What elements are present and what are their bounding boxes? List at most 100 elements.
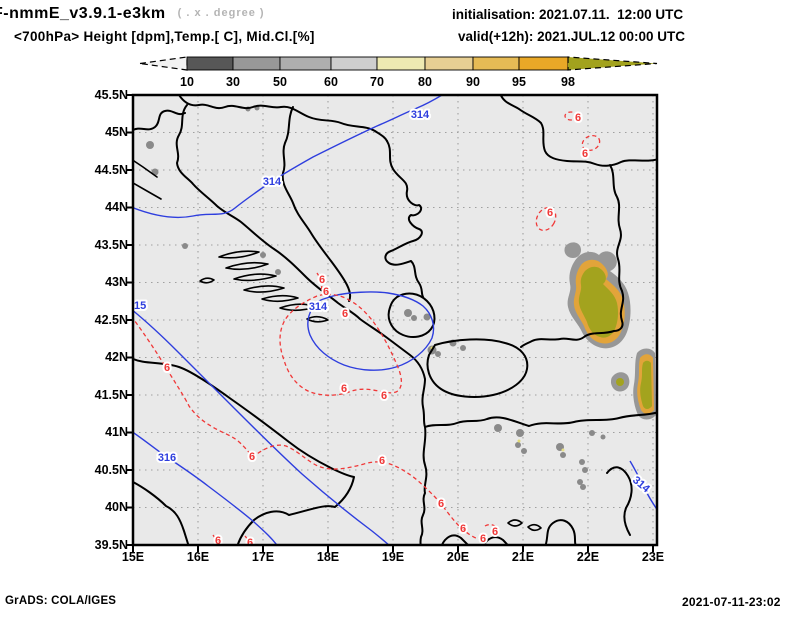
lat-tick-label: 43N (105, 275, 128, 289)
model-title-text: F-nmmE_v3.9.1-e3km (0, 5, 166, 22)
border-serbia-west (384, 140, 424, 298)
border-croatia-north (178, 95, 388, 142)
border-serbia-bulgaria (520, 164, 625, 348)
height-label: 314 (263, 176, 282, 188)
dalmatian-islands (199, 250, 329, 323)
temp-contour-labels: 6 6 6 6 6 6 6 6 6 6 6 6 6 6 6 6 6 (162, 110, 590, 547)
height-contour-314-loop (307, 291, 435, 371)
map-frame (126, 93, 659, 552)
height-contour-314-east (629, 460, 657, 511)
cloud-blob-outer (564, 242, 582, 258)
temp-contour-6-bottom-cut (212, 534, 254, 545)
coast-adriatic-east (175, 104, 428, 545)
lat-tick-label: 44N (105, 200, 128, 214)
height-label: 316 (158, 452, 176, 464)
colorbar-seg-80-90 (424, 56, 474, 71)
temp-label: 6 (379, 455, 385, 467)
temp-contour-6-small-loop (535, 206, 557, 232)
cloud-cover-colorbar: 10 30 50 60 70 80 90 95 98 (139, 56, 658, 89)
lat-tick-label: 42N (105, 350, 128, 364)
cloud-blob-core (578, 266, 619, 338)
lat-tick-label: 40N (105, 500, 128, 514)
height-label: 314 (411, 109, 430, 121)
creation-timestamp: 2021-07-11-23:02 (682, 595, 781, 609)
coast-zadar-strokes (133, 159, 162, 200)
height-contour-315 (133, 309, 390, 545)
cloud-blob-core (616, 378, 624, 386)
border-bosnia-inner (281, 106, 352, 302)
temp-label: 6 (492, 526, 498, 538)
lon-ticks (132, 545, 654, 552)
grid-note: ( . x . degree ) (177, 7, 265, 19)
height-contour-316 (133, 431, 278, 545)
temp-label: 6 (249, 451, 255, 463)
lat-tick-label: 45N (105, 125, 128, 139)
coastlines-and-borders (133, 95, 657, 545)
lat-tick-label: 45.5N (94, 88, 128, 102)
temp-label: 6 (342, 308, 348, 320)
temp-label: 6 (323, 286, 329, 298)
lon-tick-label: 20E (446, 550, 470, 564)
colorbar-tick: 10 (180, 75, 194, 89)
lon-tick-label: 16E (186, 550, 210, 564)
temp-label: 6 (381, 390, 387, 402)
lon-tick-label: 18E (316, 550, 340, 564)
grads-credit: GrADS: COLA/IGES (5, 595, 117, 607)
height-contour-314-north (133, 95, 444, 219)
temp-label: 6 (215, 535, 221, 547)
colorbar-tick: 60 (324, 75, 338, 89)
height-contours (133, 95, 657, 545)
coast-italy-adriatic-heel (133, 357, 355, 545)
lon-tick-label: 19E (381, 550, 405, 564)
temp-contour-6-coast-stub (316, 272, 323, 292)
height-contour-labels: 314 314 314 15 316 314 (133, 107, 654, 498)
temp-label: 6 (582, 148, 588, 160)
lon-tick-label: 22E (576, 550, 600, 564)
map-background (133, 95, 657, 545)
height-label: 314 (309, 301, 328, 313)
map-panel: 314 314 314 15 316 314 6 6 6 6 6 6 6 6 6… (126, 93, 659, 552)
lat-tick-label: 41N (105, 425, 128, 439)
temp-label: 6 (319, 274, 325, 286)
lat-tick-label: 43.5N (94, 238, 128, 252)
border-macedonia (426, 338, 529, 398)
colorbar-tick: 95 (512, 75, 526, 89)
temp-label: 6 (438, 498, 444, 510)
lon-tick-label: 23E (641, 550, 665, 564)
field-title: <700hPa> Height [dpm],Temp.[ C], Mid.Cl.… (14, 29, 315, 44)
colorbar-seg-30-50 (232, 56, 281, 71)
colorbar-tick: 50 (273, 75, 287, 89)
border-greece-turkey (606, 466, 633, 536)
lat-tick-label: 42.5N (94, 313, 128, 327)
temp-label: 6 (460, 523, 466, 535)
temp-contour-6-small-loop (581, 134, 601, 152)
temp-contour-6-small-loop (564, 111, 578, 121)
colorbar-seg-10-30 (186, 56, 234, 71)
colorbar-tick: 98 (561, 75, 575, 89)
temp-contour-6-squiggle (484, 523, 500, 531)
lon-tick-label: 15E (121, 550, 145, 564)
temp-label: 6 (164, 362, 170, 374)
coast-greece-islets (507, 519, 542, 532)
temp-contours (133, 111, 601, 545)
colorbar-seg-95-98 (518, 56, 569, 71)
height-label: 15 (134, 300, 146, 312)
temp-contour-6-big-loop (279, 293, 403, 396)
colorbar-seg-60-70 (330, 56, 378, 71)
temp-label: 6 (575, 112, 581, 124)
colorbar-over-arrow (567, 56, 658, 71)
lon-tick-label: 17E (251, 550, 275, 564)
lat-ticks (126, 94, 133, 546)
cloud-shading (564, 242, 656, 420)
colorbar-tick: 30 (226, 75, 240, 89)
valid-time: valid(+12h): 2021.JUL.12 00:00 UTC (458, 29, 685, 44)
lon-tick-label: 21E (511, 550, 535, 564)
lat-tick-label: 39.5N (94, 538, 128, 552)
colorbar-seg-70-80 (376, 56, 426, 71)
lat-tick-label: 41.5N (94, 388, 128, 402)
colorbar-seg-50-60 (279, 56, 332, 71)
temp-contour-6-west-italy (133, 317, 485, 541)
lat-tick-label: 44.5N (94, 163, 128, 177)
temp-label: 6 (341, 383, 347, 395)
